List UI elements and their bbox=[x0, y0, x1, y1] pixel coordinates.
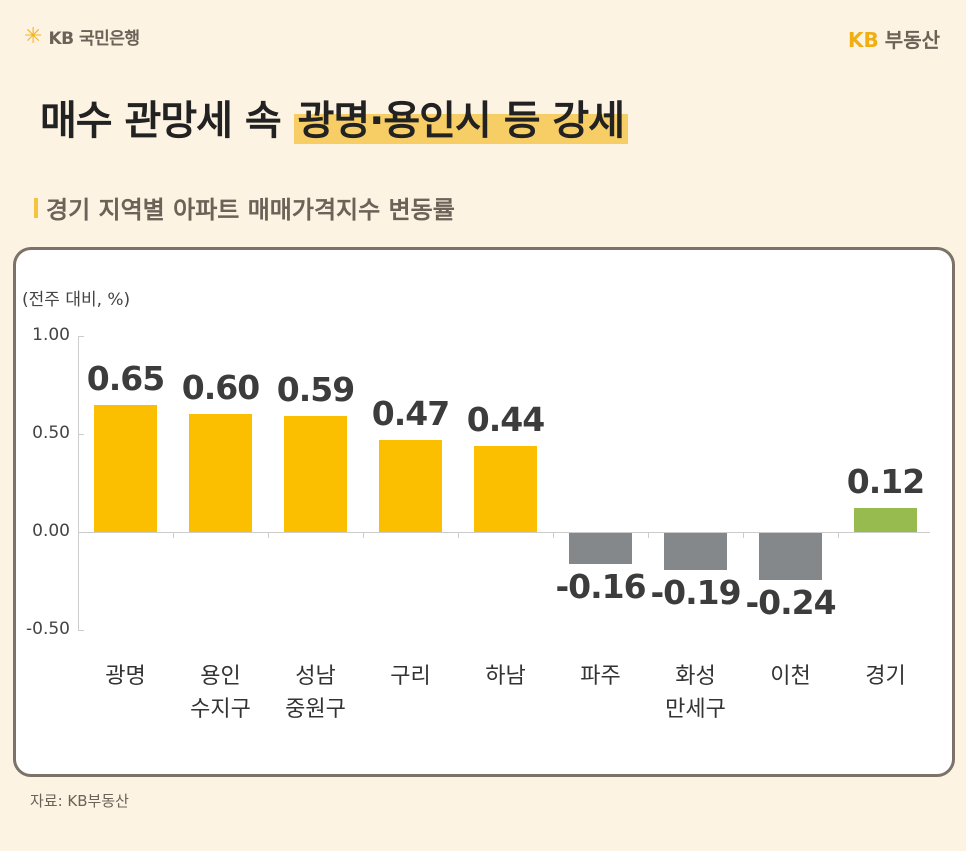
x-tick-mark bbox=[363, 532, 364, 538]
chart-subtitle: 경기 지역별 아파트 매매가격지수 변동률 bbox=[34, 190, 455, 225]
bar-value-label: 0.44 bbox=[466, 399, 545, 439]
x-tick-mark bbox=[268, 532, 269, 538]
y-axis-unit-label: (전주 대비, %) bbox=[22, 290, 131, 310]
category-line: 구리 bbox=[390, 664, 431, 689]
y-axis-line bbox=[78, 337, 79, 631]
y-tick-mark bbox=[78, 630, 84, 631]
bar-value-label: 0.60 bbox=[181, 368, 260, 408]
category-line: 화성 bbox=[675, 664, 716, 689]
category-line: 파주 bbox=[580, 664, 621, 689]
y-tick-mark bbox=[78, 434, 84, 435]
x-category-label: 이천 bbox=[743, 660, 838, 693]
category-line: 광명 bbox=[105, 664, 146, 689]
kb-logo-mark: KB bbox=[848, 28, 879, 52]
subtitle-accent-bar bbox=[34, 197, 38, 218]
category-line: 하남 bbox=[485, 664, 526, 689]
x-tick-mark bbox=[743, 532, 744, 538]
bar-value-label: 0.47 bbox=[371, 393, 450, 433]
bar-value-label: -0.19 bbox=[650, 573, 741, 613]
kb-star-icon: ✳ bbox=[24, 23, 43, 49]
category-line: 만세구 bbox=[665, 697, 726, 722]
y-tick-label: 1.00 bbox=[32, 325, 70, 345]
title-plain: 매수 관망세 속 bbox=[40, 98, 294, 144]
category-line: 경기 bbox=[865, 664, 906, 689]
y-tick-label: 0.50 bbox=[32, 423, 70, 443]
bar-value-label: 0.65 bbox=[86, 358, 165, 398]
category-line: 이천 bbox=[770, 664, 811, 689]
x-category-label: 파주 bbox=[553, 660, 648, 693]
y-tick-label: -0.50 bbox=[26, 619, 70, 639]
kb-real-estate-logo: KB 부동산 bbox=[848, 24, 940, 53]
bar bbox=[759, 533, 822, 581]
x-category-label: 하남 bbox=[458, 660, 553, 693]
bar bbox=[854, 508, 917, 532]
bar bbox=[94, 404, 157, 532]
category-line: 성남 bbox=[295, 664, 336, 689]
bar bbox=[569, 533, 632, 565]
title-highlight: 광명·용인시 등 강세 bbox=[293, 98, 629, 144]
category-line: 수지구 bbox=[190, 697, 251, 722]
x-category-label: 구리 bbox=[363, 660, 458, 693]
kb-kookmin-bank-logo: ✳ KB 국민은행 bbox=[24, 24, 140, 49]
y-tick-label: 0.00 bbox=[32, 521, 70, 541]
kb-bank-logo-text: KB 국민은행 bbox=[48, 29, 140, 49]
source-note: 자료: KB부동산 bbox=[30, 792, 129, 810]
bar-value-label: -0.16 bbox=[555, 567, 646, 607]
category-line: 중원구 bbox=[285, 697, 346, 722]
x-tick-mark bbox=[838, 532, 839, 538]
page-title: 매수 관망세 속 광명·용인시 등 강세 bbox=[40, 88, 629, 146]
x-tick-mark bbox=[173, 532, 174, 538]
x-tick-mark bbox=[648, 532, 649, 538]
bar bbox=[664, 533, 727, 571]
category-line: 용인 bbox=[200, 664, 241, 689]
bar-value-label: -0.24 bbox=[745, 583, 836, 623]
x-axis-line bbox=[78, 532, 930, 533]
y-tick-mark bbox=[78, 336, 84, 337]
kb-logo-name: 부동산 bbox=[884, 28, 940, 52]
bar bbox=[379, 439, 442, 532]
x-tick-mark bbox=[458, 532, 459, 538]
bar bbox=[474, 445, 537, 532]
x-category-label: 경기 bbox=[838, 660, 933, 693]
bar bbox=[189, 414, 252, 532]
subtitle-text: 경기 지역별 아파트 매매가격지수 변동률 bbox=[46, 196, 455, 224]
bar bbox=[284, 416, 347, 532]
x-category-label: 광명 bbox=[78, 660, 173, 693]
bar-value-label: 0.59 bbox=[276, 370, 355, 410]
y-tick-mark bbox=[78, 532, 84, 533]
x-tick-mark bbox=[553, 532, 554, 538]
bar-value-label: 0.12 bbox=[846, 462, 925, 502]
